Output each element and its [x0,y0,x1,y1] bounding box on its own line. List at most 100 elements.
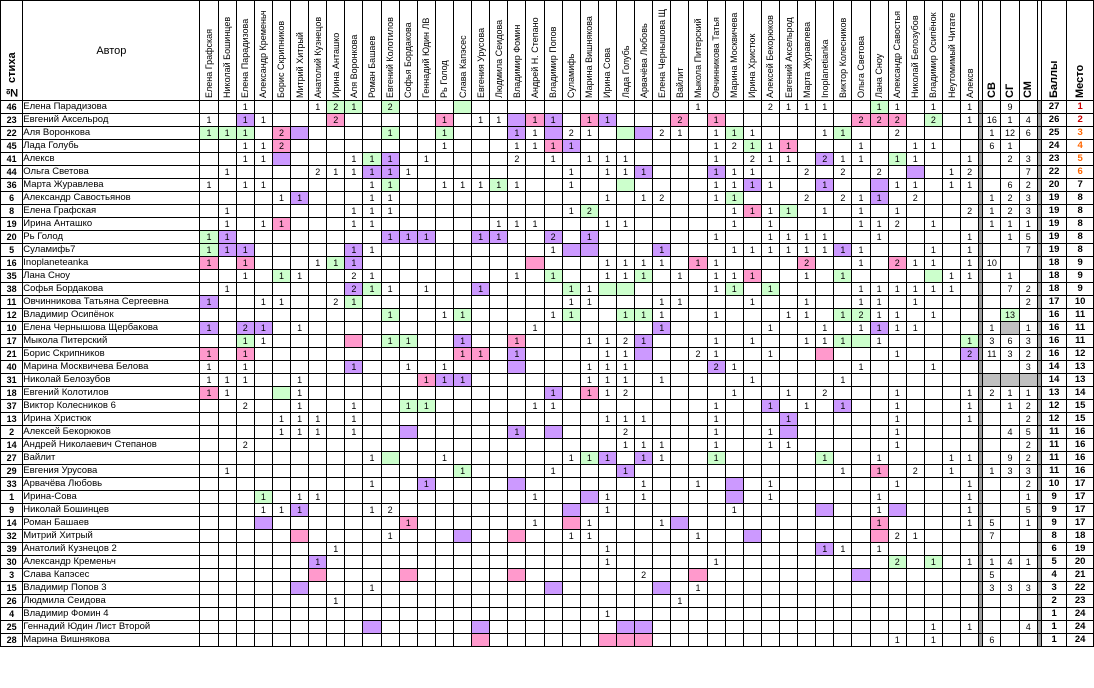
vote-cell [434,282,455,296]
score-cell: 17 [1040,295,1068,309]
vote-cell: 1 [525,217,545,231]
place-cell: 7 [1066,178,1094,192]
vote-cell [362,620,382,634]
vote-cell [199,438,219,452]
vote-cell [851,438,871,452]
vote-cell: 1 [869,464,889,478]
vote-cell: 1 [851,321,871,335]
vote-cell: 1 [851,243,871,257]
vote-cell [742,191,762,205]
extra-cell [982,373,1002,387]
vote-cell: 1 [887,412,907,426]
vote-cell [905,100,925,114]
score-cell: 9 [1040,516,1068,530]
vote-cell [253,282,273,296]
vote-cell: 2 [887,217,907,231]
vote-cell [290,477,310,491]
vote-cell [326,503,346,517]
vote-cell [525,464,545,478]
vote-cell [344,178,364,192]
vote-cell [253,100,273,114]
vote-cell: 1 [615,412,636,426]
vote-cell [561,412,581,426]
vote-cell [489,308,509,322]
vote-cell [271,542,292,556]
vote-cell [362,542,382,556]
vote-cell [923,490,943,504]
vote-cell [960,425,980,439]
vote-cell [742,490,762,504]
vote-cell: 1 [869,308,889,322]
vote-cell: 1 [941,178,962,192]
vote-cell [543,217,563,231]
vote-cell [905,399,925,413]
vote-cell [652,204,672,218]
vote-cell: 1 [344,204,364,218]
place-cell: 8 [1066,217,1094,231]
vote-cell [652,360,672,374]
vote-cell [398,178,418,192]
vote-cell [760,191,780,205]
vote-cell [797,113,817,127]
vote-cell [271,360,292,374]
table-row: 15 Владимир Попов 3 1 1 3 3 3 3 22 [0,581,1094,595]
vote-cell [579,269,599,283]
vote-cell [923,347,943,361]
extra-cell [1018,256,1038,270]
vote-cell: 1 [597,555,618,569]
vote-cell [869,178,889,192]
table-row: 33 Арвачёва Любовь 1 1 1 1 1 1 1 2 10 17 [0,477,1094,491]
vote-cell [398,217,418,231]
vote-cell [724,347,744,361]
table-row: 32 Митрий Хитрый 1 1 1 1 2 1 7 8 18 [0,529,1094,543]
vote-cell [851,542,871,556]
vote-cell [670,308,690,322]
vote-cell [471,360,491,374]
vote-cell [597,295,618,309]
vote-cell [308,113,328,127]
vote-cell [271,152,292,166]
vote-cell [344,438,364,452]
score-cell: 14 [1040,360,1068,374]
vote-cell [271,516,292,530]
vote-cell [652,555,672,569]
vote-cell [851,594,871,608]
vote-cell: 1 [271,295,292,309]
vote-cell [724,555,744,569]
poem-number: 15 [0,581,24,595]
author-name: Евгений Колотилов [22,386,201,400]
extra-cell: 1 [1000,139,1020,153]
vote-cell [308,295,328,309]
vote-cell: 2 [887,113,907,127]
vote-cell: 1 [561,529,581,543]
vote-cell [471,373,491,387]
extra-cell: 10 [982,256,1002,270]
vote-cell [235,503,255,517]
extra-cell: 1 [1000,113,1020,127]
vote-cell [235,412,255,426]
vote-cell [507,412,527,426]
vote-cell: 1 [362,581,382,595]
vote-cell: 1 [887,399,907,413]
extra-cell: 1 [982,321,1002,335]
score-cell: 20 [1040,178,1068,192]
vote-cell [688,438,708,452]
vote-cell [235,451,255,465]
header-num-label: № стиха [5,52,18,98]
vote-cell [887,490,907,504]
vote-cell [235,308,255,322]
vote-cell [507,165,527,179]
judge-header: Людмила Сеидова [489,0,509,101]
extra-cell [982,438,1002,452]
vote-cell [416,243,436,257]
vote-cell [561,100,581,114]
vote-cell [579,555,599,569]
vote-cell [833,100,853,114]
vote-cell [398,581,418,595]
vote-cell [670,321,690,335]
vote-cell: 1 [869,334,889,348]
author-name: Аля Воронкова [22,126,201,140]
vote-cell [869,607,889,621]
vote-cell [670,581,690,595]
vote-cell [688,321,708,335]
